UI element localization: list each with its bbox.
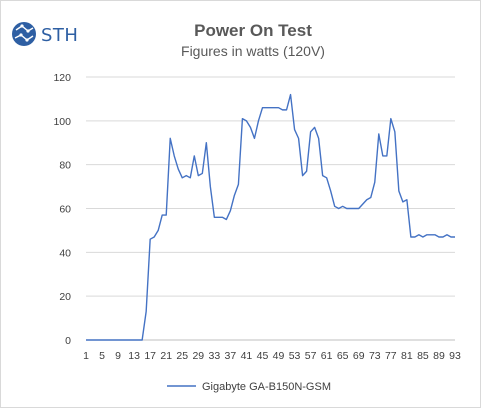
chart-subtitle: Figures in watts (120V) [181,43,325,59]
x-tick-label: 89 [433,350,445,362]
x-tick-label: 37 [225,350,237,362]
x-tick-label: 1 [83,350,89,362]
x-tick-label: 21 [160,350,172,362]
x-tick-label: 9 [115,350,121,362]
y-tick-label: 60 [59,204,71,216]
series-line [86,93,455,341]
legend-label: Gigabyte GA-B150N-GSM [202,381,331,393]
x-tick-label: 13 [128,350,140,362]
globe-icon [12,22,36,46]
y-tick-label: 120 [53,72,71,84]
x-tick-label: 65 [337,350,349,362]
y-axis-ticks: 0 20 40 60 80 100 120 [53,72,71,347]
legend: Gigabyte GA-B150N-GSM [167,381,331,393]
x-tick-label: 33 [209,350,221,362]
gridlines [86,76,455,341]
x-tick-label: 29 [192,350,204,362]
x-tick-label: 77 [385,350,397,362]
x-tick-label: 81 [401,350,413,362]
x-tick-label: 93 [449,350,461,362]
x-tick-label: 69 [353,350,365,362]
chart-title: Power On Test [194,21,312,40]
x-axis-ticks: 1 5 9 13 17 21 25 29 33 37 41 45 49 53 57 61 65 69 73 77 81 8… [83,350,461,362]
x-tick-label: 49 [273,350,285,362]
x-tick-label: 85 [417,350,429,362]
series-layer [86,93,455,341]
x-tick-label: 53 [289,350,301,362]
y-tick-label: 40 [59,247,71,259]
x-tick-label: 45 [257,350,269,362]
y-tick-label: 100 [53,116,71,128]
y-tick-label: 20 [59,291,71,303]
x-tick-label: 57 [305,350,317,362]
y-tick-label: 0 [65,335,71,347]
sth-logo: STH [12,22,78,46]
x-tick-label: 61 [321,350,333,362]
x-tick-label: 73 [369,350,381,362]
y-tick-label: 80 [59,160,71,172]
x-tick-label: 25 [176,350,188,362]
x-tick-label: 41 [241,350,253,362]
x-tick-label: 17 [144,350,156,362]
x-tick-label: 5 [99,350,105,362]
logo-text: STH [41,25,78,46]
